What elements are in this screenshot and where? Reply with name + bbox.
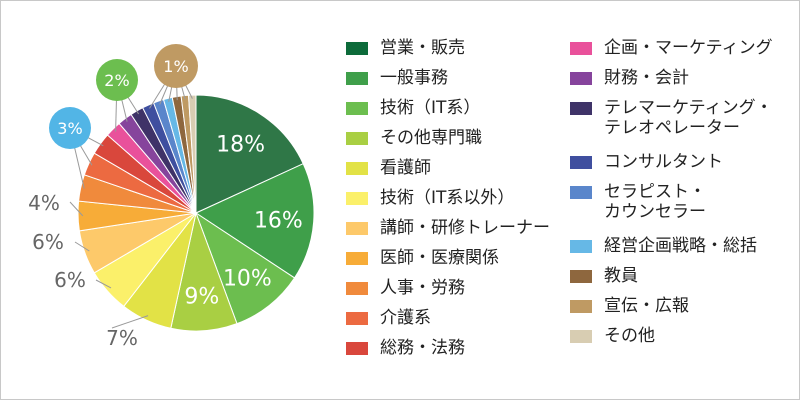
slice-label-4: 9% <box>184 284 219 309</box>
pie-slice-2 <box>194 163 315 279</box>
legend-label: 経営企画戦略・総括 <box>604 236 757 256</box>
legend-label: 総務・法務 <box>380 338 465 358</box>
legend-label: 宣伝・広報 <box>604 296 689 316</box>
legend-swatch <box>570 300 592 313</box>
legend-label: 企画・マーケティング <box>604 38 773 58</box>
slice-label-13: 2% <box>104 71 129 90</box>
legend-swatch <box>346 282 368 295</box>
legend-swatch <box>346 42 368 55</box>
slice-label-1: 18% <box>216 133 265 158</box>
legend-swatch <box>570 330 592 343</box>
label-bubble-11 <box>49 107 91 149</box>
slice-label-3: 10% <box>223 267 272 292</box>
legend-label: その他専門職 <box>380 128 482 148</box>
slice-label-6: 6% <box>54 268 86 292</box>
legend-swatch <box>346 222 368 235</box>
legend-swatch <box>346 192 368 205</box>
legend-swatch <box>346 72 368 85</box>
legend-swatch <box>570 186 592 199</box>
slice-label-2: 16% <box>254 208 303 233</box>
legend-label: 技術（IT系） <box>380 98 481 118</box>
legend-swatch <box>346 132 368 145</box>
legend-swatch <box>570 42 592 55</box>
pie-slice-3 <box>195 211 296 325</box>
pie-slice-1 <box>195 94 304 214</box>
label-bubble-19 <box>154 44 198 88</box>
leader-line-7 <box>74 241 90 252</box>
legend-label: その他 <box>604 326 655 346</box>
legend-swatch <box>570 102 592 115</box>
legend-label: 一般事務 <box>380 68 448 88</box>
legend-label: 財務・会計 <box>604 68 689 88</box>
legend-swatch <box>570 270 592 283</box>
legend-label: 技術（IT系以外） <box>380 188 515 208</box>
legend-swatch <box>346 342 368 355</box>
leader-line-5 <box>111 315 149 329</box>
label-bubble-13 <box>96 59 138 101</box>
legend-label: テレマーケティング・ テレオペレーター <box>604 98 773 138</box>
legend-label: 教員 <box>604 266 638 286</box>
legend-swatch <box>570 240 592 253</box>
legend-label: セラピスト・ カウンセラー <box>604 182 706 222</box>
legend-label: 講師・研修トレーナー <box>380 218 550 238</box>
slice-label-5: 7% <box>106 326 138 350</box>
slice-label-8: 4% <box>28 191 60 215</box>
legend-label: 営業・販売 <box>380 38 465 58</box>
legend-label: 看護師 <box>380 158 431 178</box>
legend-label: 介護系 <box>380 308 431 328</box>
legend-label: コンサルタント <box>604 152 723 172</box>
legend-swatch <box>346 252 368 265</box>
leader-line-8 <box>69 201 84 217</box>
legend-swatch <box>346 312 368 325</box>
legend-swatch <box>346 102 368 115</box>
legend-swatch <box>346 162 368 175</box>
leader-line-6 <box>95 279 112 289</box>
slice-label-7: 6% <box>32 230 64 254</box>
slice-label-11: 3% <box>57 119 82 138</box>
legend-label: 人事・労務 <box>380 278 465 298</box>
legend-swatch <box>570 156 592 169</box>
legend-label: 医師・医療関係 <box>380 248 499 268</box>
pie-slice-20 <box>187 94 197 214</box>
slice-label-19: 1% <box>163 57 188 76</box>
legend-swatch <box>570 72 592 85</box>
